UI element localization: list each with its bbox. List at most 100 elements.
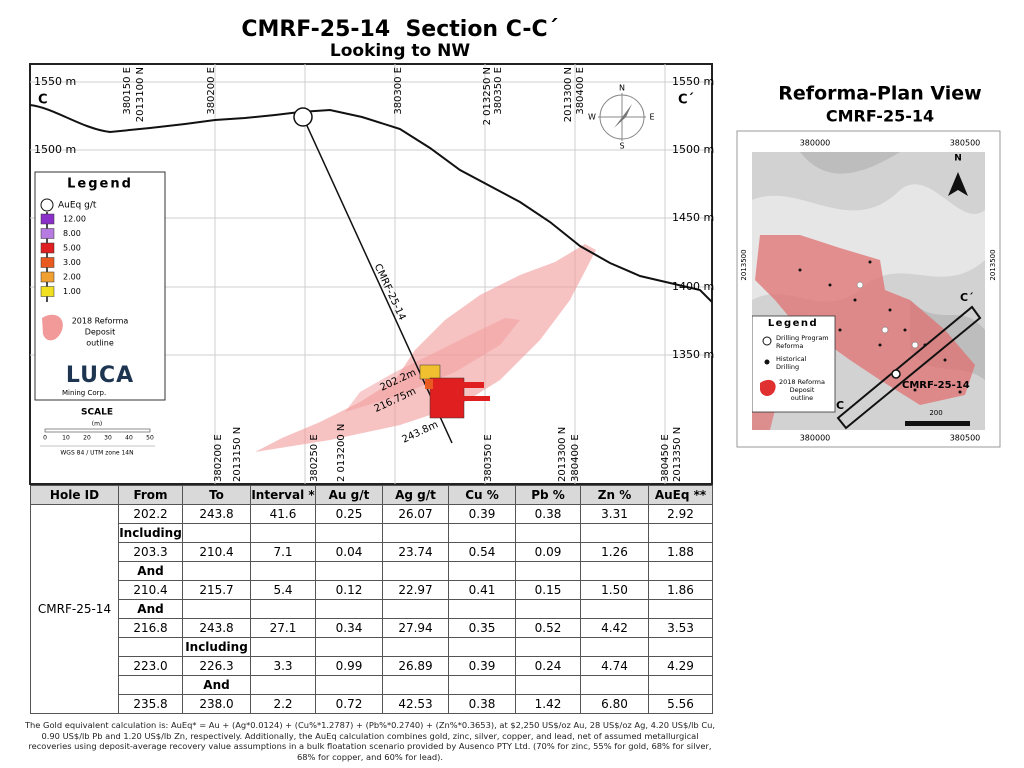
table-cell: 1.50 [580, 580, 649, 600]
footnote: The Gold equivalent calculation is: AuEq… [24, 720, 716, 762]
empty-cell [648, 637, 713, 657]
plan-scale-bar [905, 421, 970, 426]
empty-cell [515, 675, 581, 695]
table-row: 235.8 238.0 2.2 0.72 42.53 0.38 1.42 6.80 5.56 [31, 694, 713, 714]
table-cell: 238.0 [182, 694, 251, 714]
legend-label: 2.00 [63, 273, 81, 282]
legend-label: 1.00 [63, 287, 81, 296]
table-cell: 26.89 [382, 656, 449, 676]
empty-cell [250, 675, 316, 695]
table-row: Including [31, 637, 713, 657]
legend-label: Drilling Program [776, 334, 829, 342]
coord-label: 2013500 [989, 249, 997, 280]
north-arrow [948, 172, 968, 196]
header-cell: AuEq ** [648, 485, 713, 505]
table-cell: 0.41 [448, 580, 516, 600]
coord-label: 380450 E [660, 434, 671, 482]
table-cell: 210.4 [182, 542, 251, 562]
coord-label: 380350 E [483, 434, 494, 482]
elevation-label: 1550 m [672, 75, 714, 88]
empty-cell [515, 599, 581, 619]
legend-swatch [40, 228, 55, 239]
figure: CMRF-25-14 Section C-C´ Looking to NW CM… [29, 17, 1001, 485]
table-cell: 42.53 [382, 694, 449, 714]
table-row: And [31, 561, 713, 581]
empty-cell [580, 675, 649, 695]
collar [293, 107, 313, 127]
scale-tick: 10 [62, 435, 70, 442]
coord-label: 380300 E [393, 67, 404, 115]
scale-title: SCALE [81, 408, 113, 418]
title: CMRF-25-14 Section C-C´ [241, 17, 558, 42]
empty-cell [315, 561, 383, 581]
table-cell: Including [182, 637, 251, 657]
empty-cell [580, 637, 649, 657]
table-cell: 3.31 [580, 504, 649, 524]
table-row: 203.3 210.4 7.1 0.04 23.74 0.54 0.09 1.26 1.88 [31, 542, 713, 562]
legend-symbol [762, 336, 772, 346]
table-cell: 5.4 [250, 580, 316, 600]
scale-unit: (m) [92, 421, 103, 428]
compass-letter: N [619, 84, 625, 93]
subtitle: Looking to NW [330, 41, 470, 61]
compass-letter: E [649, 113, 654, 122]
scale-bar [44, 428, 151, 433]
table-cell: 0.38 [448, 694, 516, 714]
header-cell: To [182, 485, 251, 505]
empty-cell [382, 675, 449, 695]
section-drawing: CMRF-25-14 [30, 64, 712, 484]
coord-label: 380350 E [493, 67, 504, 115]
table-cell: 0.52 [515, 618, 581, 638]
empty-cell [250, 523, 316, 543]
table-cell: 4.74 [580, 656, 649, 676]
legend-swatch [40, 242, 55, 254]
elevation-label: 1400 m [672, 280, 714, 293]
empty-cell [580, 599, 649, 619]
deposit-outline [255, 244, 596, 452]
legend-label: outline [86, 339, 114, 348]
coord-label: 2013150 N [232, 427, 243, 482]
legend-swatch [40, 271, 55, 283]
header-cell: Interval * [250, 485, 316, 505]
coord-label: 380150 E [122, 67, 133, 115]
table-cell: 202.2 [118, 504, 183, 524]
table-cell: 0.38 [515, 504, 581, 524]
legend-label: 3.00 [63, 258, 81, 267]
table-cell: 0.04 [315, 542, 383, 562]
plan-map [752, 152, 985, 430]
table-body: CMRF-25-14 202.2 243.8 41.6 0.25 26.07 0.39 0.3… [30, 504, 713, 714]
coord-label: 380000 [800, 434, 831, 443]
legend-label: 8.00 [63, 229, 81, 238]
table-head: Hole ID From To Interval * Au g/t Ag g/t Cu % P… [30, 485, 713, 505]
compass-letter: S [619, 142, 624, 151]
table-cell: And [182, 675, 251, 695]
empty-cell [182, 561, 251, 581]
table-cell: 0.54 [448, 542, 516, 562]
table-cell: 2.92 [648, 504, 713, 524]
coord-label: 2013350 N [672, 427, 683, 482]
table-cell: 2.2 [250, 694, 316, 714]
elevation-label: 1350 m [672, 348, 714, 361]
scale-tick: 30 [104, 435, 112, 442]
table-cell: 4.42 [580, 618, 649, 638]
results-table: Hole ID From To Interval * Au g/t Ag g/t Cu % P… [30, 485, 713, 714]
legend-label: 2018 Reforma [779, 378, 825, 386]
table-cell: 216.8 [118, 618, 183, 638]
table-row: 223.0 226.3 3.3 0.99 26.89 0.39 0.24 4.74 4.29 [31, 656, 713, 676]
table-cell: 226.3 [182, 656, 251, 676]
table-cell: 0.39 [448, 656, 516, 676]
legend-symbol [40, 198, 54, 212]
empty-cell [515, 523, 581, 543]
intercept [425, 379, 433, 389]
table-row: And [31, 599, 713, 619]
coord-label: 2013500 [740, 249, 748, 280]
table-row: Including [31, 523, 713, 543]
table-cell: 41.6 [250, 504, 316, 524]
empty-cell [448, 523, 516, 543]
legend-box [34, 171, 166, 401]
scale-tick: 20 [83, 435, 91, 442]
empty-cell [580, 561, 649, 581]
elevation-label: 1500 m [672, 143, 714, 156]
legend-label: 5.00 [63, 244, 81, 253]
empty-cell [250, 561, 316, 581]
